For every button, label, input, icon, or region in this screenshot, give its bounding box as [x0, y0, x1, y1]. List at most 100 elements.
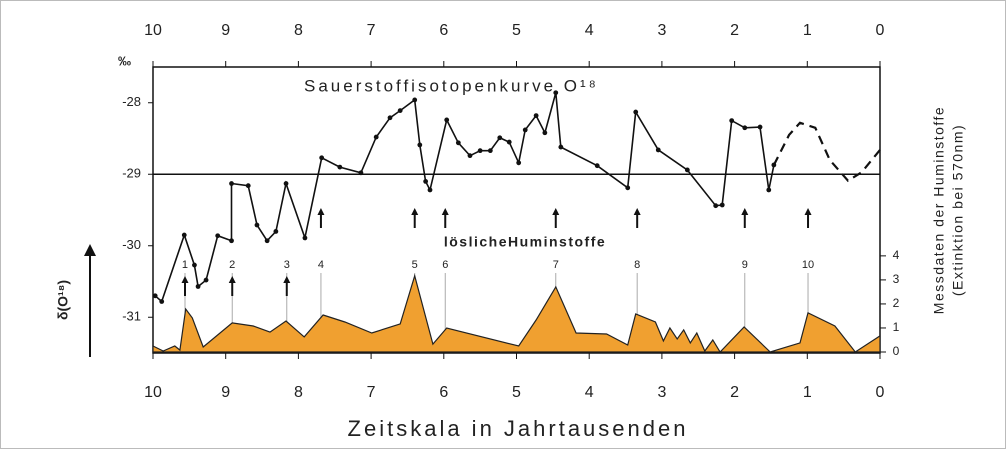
- x-tick-label: 2: [730, 22, 739, 39]
- event-label: 8: [634, 259, 640, 271]
- x-tick-label: 5: [512, 384, 521, 401]
- point: [757, 124, 763, 130]
- event-label: 10: [802, 259, 814, 271]
- axis-arrow-head: [84, 244, 96, 256]
- point: [412, 97, 418, 103]
- x-tick-label: 3: [657, 22, 666, 39]
- plot-frame: [152, 66, 881, 354]
- point: [254, 222, 260, 228]
- x-tick-label: 6: [439, 22, 448, 39]
- x-tick-label: 8: [294, 22, 303, 39]
- event-arrow-head: [441, 208, 449, 215]
- y2-axis-label: (Extinktion bei 570nm): [950, 124, 966, 296]
- point: [467, 153, 473, 159]
- point: [152, 293, 158, 299]
- y2-tick-label: 3: [893, 272, 900, 286]
- event-arrow-head: [283, 276, 291, 283]
- event-arrow-head: [741, 208, 749, 215]
- x-tick-label: 1: [803, 22, 812, 39]
- point: [558, 144, 564, 150]
- point: [766, 187, 772, 193]
- point: [423, 179, 429, 184]
- point: [358, 170, 364, 176]
- y2-tick-label: 2: [893, 296, 900, 310]
- x-axis-label: Zeitskala in Jahrtausenden: [348, 416, 689, 441]
- x-tick-label: 5: [512, 22, 521, 39]
- point: [444, 117, 450, 123]
- x-tick-label: 10: [144, 384, 162, 401]
- point: [455, 140, 461, 146]
- point: [719, 202, 725, 208]
- event-arrow-head: [181, 276, 189, 283]
- point: [713, 203, 719, 209]
- point: [684, 167, 690, 173]
- event-arrow-head: [804, 208, 812, 215]
- point: [542, 130, 548, 136]
- event-label: 7: [553, 259, 559, 271]
- point: [245, 183, 251, 189]
- point: [516, 160, 522, 166]
- point: [553, 90, 559, 96]
- line: [772, 121, 881, 183]
- y-tick-label: -30: [122, 237, 141, 252]
- point: [533, 113, 539, 119]
- point: [302, 235, 308, 241]
- chart-title: Sauerstoffisotopenkurve O¹⁸: [304, 76, 599, 95]
- point: [273, 229, 279, 234]
- x-tick-label: 7: [367, 22, 376, 39]
- x-tick-label: 3: [657, 384, 666, 401]
- x-tick-label: 7: [367, 384, 376, 401]
- line: [154, 92, 775, 303]
- point: [655, 147, 661, 153]
- x-tick-label: 0: [876, 22, 885, 39]
- event-arrow-head: [633, 208, 641, 215]
- x-tick-label: 0: [876, 384, 885, 401]
- x-tick-label: 6: [439, 384, 448, 401]
- y2-tick-label: 4: [893, 248, 900, 262]
- y-tick-label: -31: [122, 309, 141, 324]
- x-tick-label: 4: [585, 384, 594, 401]
- point: [229, 181, 234, 186]
- event-label: 1: [182, 259, 188, 271]
- x-tick-label: 9: [221, 384, 230, 401]
- point: [283, 181, 289, 186]
- event-label: 2: [229, 259, 235, 271]
- y2-tick-label: 0: [893, 344, 900, 358]
- point: [487, 148, 493, 154]
- event-arrow-head: [552, 208, 560, 215]
- point: [319, 155, 325, 161]
- point: [625, 185, 631, 191]
- point: [427, 187, 433, 193]
- point: [397, 108, 403, 114]
- point: [159, 299, 165, 304]
- point: [203, 277, 209, 283]
- y-axis-label: δ(O¹⁸): [55, 280, 71, 320]
- point: [506, 139, 512, 145]
- point: [373, 134, 379, 140]
- x-tick-label: 2: [730, 384, 739, 401]
- x-tick-label: 8: [294, 384, 303, 401]
- x-tick-label: 10: [144, 22, 162, 39]
- event-label: 4: [318, 259, 324, 271]
- point: [215, 233, 221, 239]
- event-label: 3: [284, 259, 290, 271]
- y-tick-label: -28: [122, 94, 141, 109]
- point: [742, 125, 748, 131]
- event-label: 5: [412, 259, 418, 271]
- point: [195, 284, 201, 289]
- point: [192, 262, 197, 268]
- event-arrow-head: [411, 208, 419, 215]
- x-tick-label: 9: [221, 22, 230, 39]
- point: [181, 232, 187, 238]
- point: [264, 238, 270, 244]
- point: [633, 109, 639, 115]
- y2-axis-label: Messdaten der Huminstoffe: [931, 106, 947, 314]
- unit-label: ‰: [118, 53, 131, 68]
- annotation: löslicheHuminstoffe: [444, 234, 606, 250]
- point: [594, 163, 600, 169]
- x-tick-label: 4: [585, 22, 594, 39]
- point: [229, 238, 234, 244]
- point: [477, 148, 483, 154]
- point: [522, 127, 528, 133]
